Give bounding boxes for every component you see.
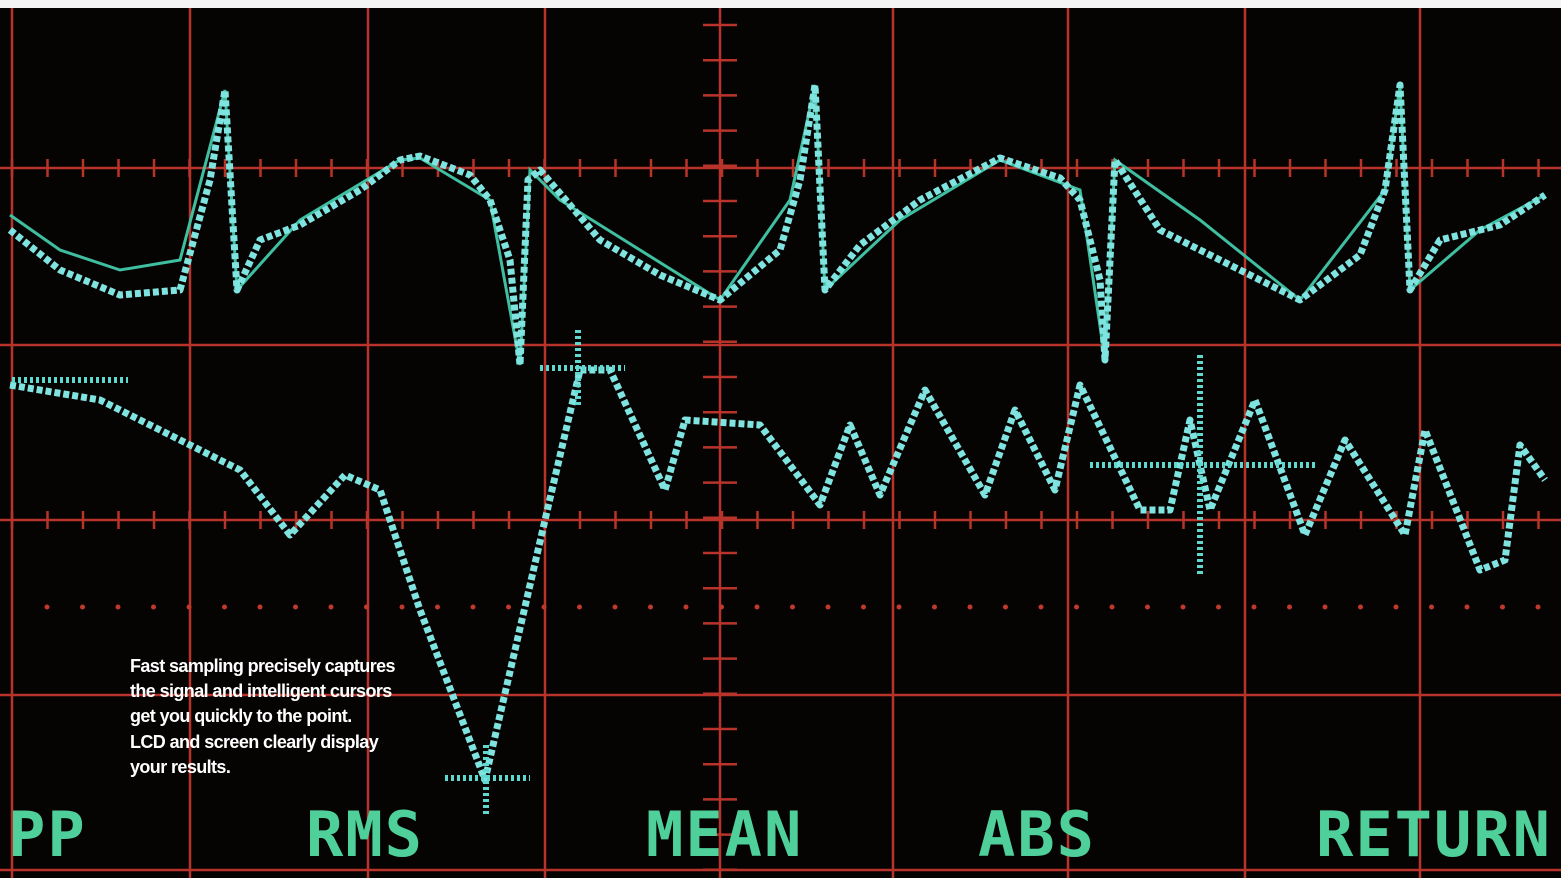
grid-dot — [790, 604, 795, 610]
cursors — [12, 330, 1315, 815]
grid-dot — [932, 604, 937, 610]
grid-dot — [1251, 604, 1257, 610]
softkeys: PP RMS MEAN ABS RETURN — [8, 798, 1552, 871]
caption-line: your results. — [130, 757, 230, 777]
softkey-label[interactable]: RETURN — [1316, 798, 1552, 871]
grid-dot — [1287, 604, 1292, 610]
grid-dot — [719, 604, 724, 610]
grid-dot — [754, 604, 760, 610]
grid-dot — [399, 604, 405, 610]
grid-dot — [257, 604, 263, 610]
grid-dot — [435, 604, 440, 610]
grid-dot — [186, 604, 192, 610]
softkey-label[interactable]: RMS — [306, 798, 424, 871]
grid-dot — [1464, 604, 1470, 610]
grid-dot — [1180, 604, 1186, 610]
grid-dot — [1358, 604, 1363, 610]
grid-dot — [506, 604, 511, 610]
grid-dot — [1109, 604, 1115, 610]
grid-dot — [1500, 604, 1505, 610]
grid-dot — [80, 604, 85, 610]
caption-line: LCD and screen clearly display — [130, 732, 379, 752]
grid-dot — [896, 604, 902, 610]
grid-dot — [1322, 604, 1328, 610]
graticule — [0, 8, 1561, 878]
grid-dot — [1535, 604, 1541, 610]
lower-trace — [9, 366, 1548, 784]
grid-dot — [1429, 604, 1434, 610]
caption-line: get you quickly to the point. — [130, 706, 352, 726]
grid-dot — [1003, 604, 1008, 610]
grid-dot — [612, 604, 618, 610]
grid-dot — [1216, 604, 1221, 610]
top-strip — [0, 0, 1561, 8]
grid-dot — [967, 604, 973, 610]
grid-dot — [115, 604, 121, 610]
caption: Fast sampling precisely captures the sig… — [130, 656, 396, 777]
caption-line: the signal and intelligent cursors — [130, 681, 392, 701]
grid-dot — [541, 604, 547, 610]
grid-dot — [648, 604, 653, 610]
grid-dot — [1038, 604, 1044, 610]
upper-trace — [7, 81, 1547, 369]
grid-dot — [364, 604, 369, 610]
grid-dot — [1145, 604, 1150, 610]
upper-trace-shadow — [9, 84, 1546, 366]
grid-dot — [683, 604, 689, 610]
grid-dot — [1074, 604, 1079, 610]
grid-dot — [44, 604, 50, 610]
grid-dot — [328, 604, 334, 610]
grid-dot — [861, 604, 866, 610]
grid-dot — [222, 604, 227, 610]
grid-dot — [151, 604, 156, 610]
caption-line: Fast sampling precisely captures — [130, 656, 396, 676]
grid-dot — [825, 604, 831, 610]
softkey-label[interactable]: PP — [8, 798, 87, 871]
grid-dot — [470, 604, 476, 610]
softkey-label[interactable]: ABS — [978, 798, 1096, 871]
grid-dot — [293, 604, 298, 610]
grid-dot — [1393, 604, 1399, 610]
softkey-label[interactable]: MEAN — [646, 798, 803, 871]
grid-dot — [577, 604, 582, 610]
